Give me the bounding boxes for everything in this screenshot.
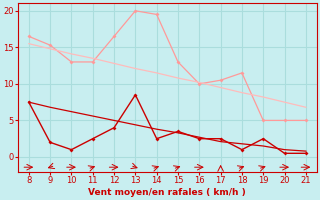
X-axis label: Vent moyen/en rafales ( km/h ): Vent moyen/en rafales ( km/h ) [88,188,246,197]
